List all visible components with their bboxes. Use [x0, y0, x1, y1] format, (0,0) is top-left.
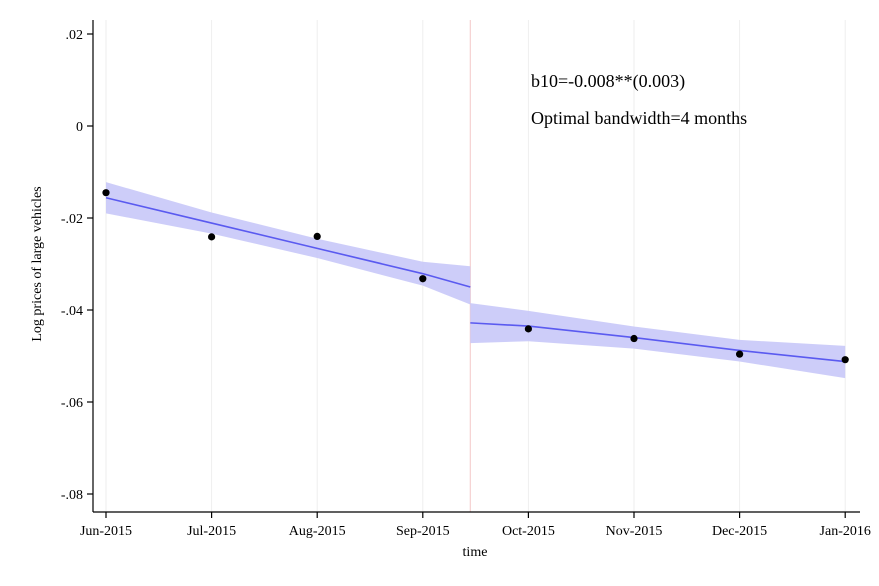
x-tick-label: Jan-2016: [820, 524, 871, 539]
x-tick-label: Dec-2015: [712, 524, 767, 539]
x-tick-label: Jul-2015: [187, 524, 236, 539]
x-tick-label: Nov-2015: [606, 524, 663, 539]
y-axis-label: Log prices of large vehicles: [30, 186, 45, 341]
data-point: [102, 189, 110, 197]
ci-band-left: [106, 182, 471, 305]
x-axis-ticks: Jun-2015 Jul-2015 Aug-2015 Sep-2015 Oct-2015…: [80, 512, 871, 539]
bandwidth-annotation: Optimal bandwidth=4 months: [531, 108, 747, 128]
data-point: [313, 232, 321, 240]
x-tick-label: Jun-2015: [80, 524, 132, 539]
data-point: [736, 350, 744, 358]
x-tick-label: Oct-2015: [502, 524, 555, 539]
axes: [92, 20, 860, 513]
data-point: [841, 356, 849, 364]
data-point: [208, 233, 216, 241]
x-tick-label: Sep-2015: [396, 524, 450, 539]
gridlines: [105, 20, 846, 512]
x-axis-label: time: [463, 545, 488, 560]
confidence-bands: [106, 182, 846, 379]
y-tick-label: .02: [66, 28, 84, 43]
fit-line-left: [105, 196, 471, 288]
data-point: [419, 275, 427, 283]
x-tick-label: Aug-2015: [289, 524, 346, 539]
y-tick-label: -.06: [61, 396, 83, 411]
scatter-points: [102, 189, 849, 364]
y-tick-label: -.02: [61, 212, 83, 227]
coefficient-annotation: b10=-0.008**(0.003): [531, 71, 685, 92]
data-point: [630, 334, 638, 343]
data-point: [524, 325, 533, 333]
y-tick-label: -.04: [61, 304, 83, 319]
y-tick-label: 0: [76, 120, 83, 135]
y-axis-ticks: .02 0 -.02 -.04 -.06 -.08: [61, 28, 93, 503]
y-tick-label: -.08: [61, 488, 83, 503]
